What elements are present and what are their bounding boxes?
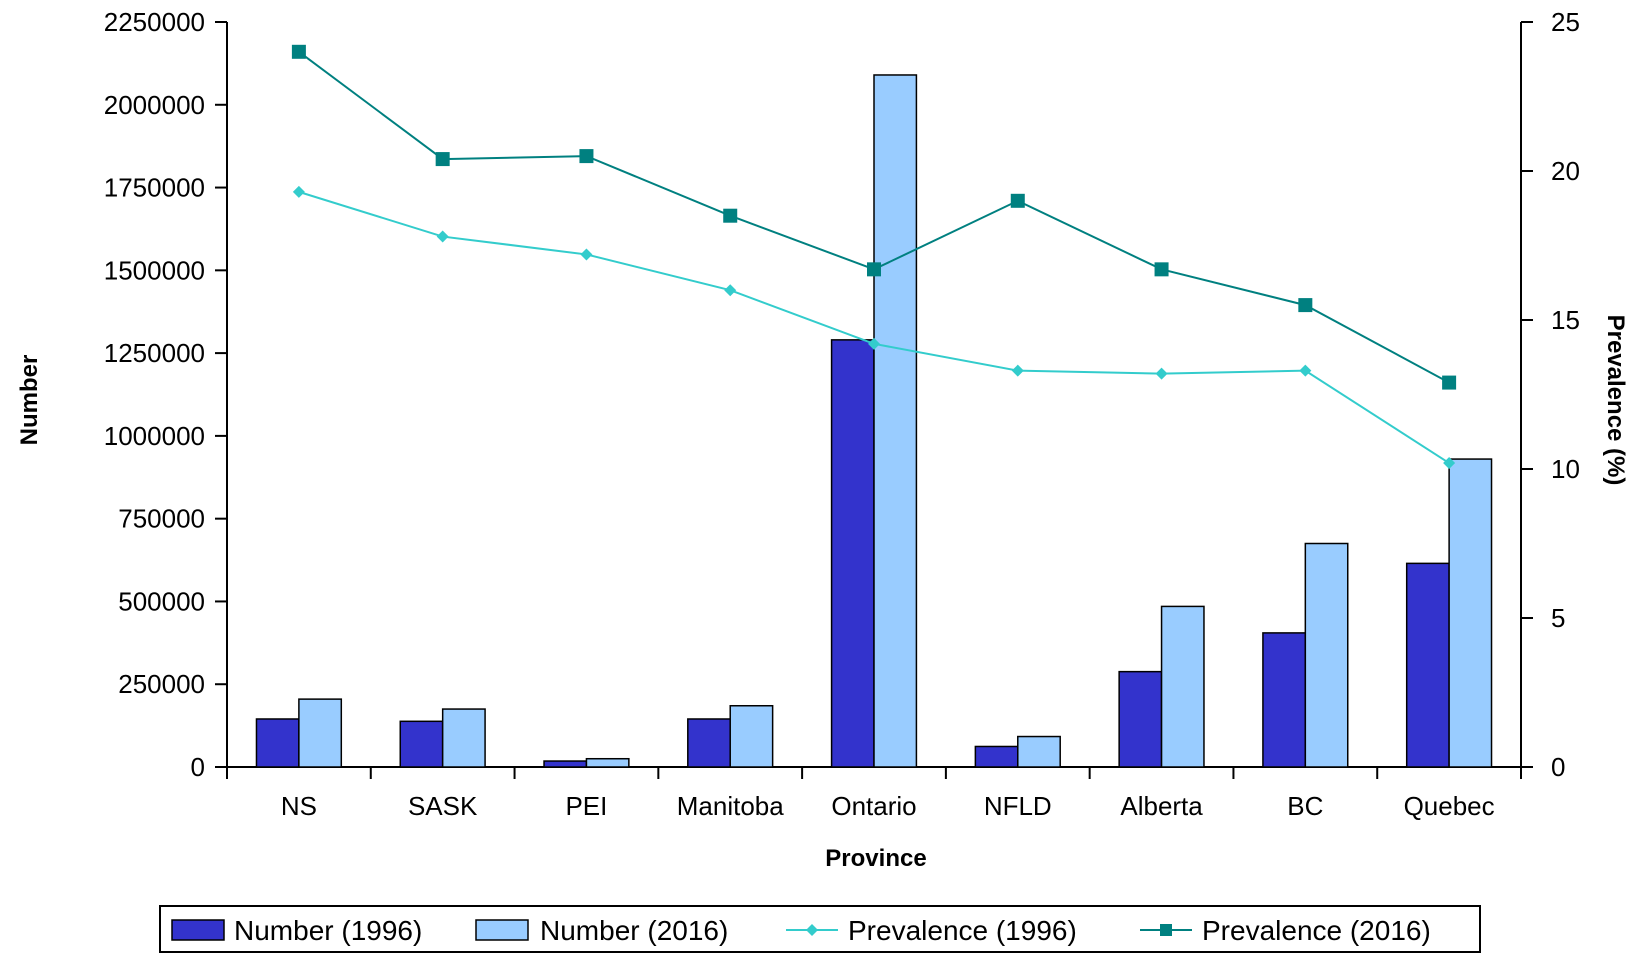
bar-number-2016-quebec bbox=[1448, 458, 1493, 768]
point-prevalence-1996-ontario bbox=[868, 337, 880, 350]
legend-label-number-2016: Number (2016) bbox=[540, 915, 728, 946]
legend: Number (1996) Number (2016) Prevalence (… bbox=[159, 905, 1481, 953]
bar-number-2016-bc bbox=[1304, 542, 1349, 768]
bar-number-1996-alberta bbox=[1118, 670, 1163, 768]
x-tick-label-ontario: Ontario bbox=[831, 791, 916, 821]
point-prevalence-1996-nfld bbox=[1011, 364, 1024, 377]
y2-tick-label: 5 bbox=[1551, 603, 1565, 633]
x-tick-label-ns: NS bbox=[281, 791, 317, 821]
bar-number-1996-quebec bbox=[1405, 562, 1450, 768]
legend-label-prevalence-2016: Prevalence (2016) bbox=[1202, 915, 1431, 946]
x-tick-label-manitoba: Manitoba bbox=[677, 791, 784, 821]
y-tick-label: 750000 bbox=[118, 504, 205, 534]
point-prevalence-2016-nfld bbox=[1010, 193, 1025, 208]
tick-labels: 0 250000 500000 750000 1000000 1250000 1500000… bbox=[104, 7, 1580, 821]
y-tick-label: 2250000 bbox=[104, 7, 205, 37]
point-prevalence-1996-quebec bbox=[1443, 457, 1456, 470]
x-tick-label-alberta: Alberta bbox=[1120, 791, 1203, 821]
legend-swatch-number-1996 bbox=[171, 919, 225, 941]
x-tick-label-quebec: Quebec bbox=[1404, 791, 1495, 821]
point-prevalence-2016-sask bbox=[435, 152, 450, 167]
y2-tick-label: 10 bbox=[1551, 454, 1580, 484]
bar-number-1996-bc bbox=[1262, 632, 1307, 768]
y-tick-label: 0 bbox=[191, 752, 205, 782]
x-tick-label-nfld: NFLD bbox=[984, 791, 1052, 821]
point-prevalence-1996-sask bbox=[436, 230, 449, 243]
bar-number-2016-ns bbox=[298, 698, 343, 768]
bars bbox=[255, 74, 1493, 768]
bar-number-2016-manitoba bbox=[729, 704, 774, 768]
point-prevalence-2016-alberta bbox=[1154, 262, 1169, 277]
y-tick-label: 1750000 bbox=[104, 173, 205, 203]
lines bbox=[291, 44, 1457, 470]
legend-label-number-1996: Number (1996) bbox=[234, 915, 422, 946]
y2-tick-label: 25 bbox=[1551, 7, 1580, 37]
x-tick-label-sask: SASK bbox=[408, 791, 478, 821]
bar-number-2016-pei bbox=[585, 757, 630, 768]
y-tick-label: 1500000 bbox=[104, 255, 205, 285]
legend-label-prevalence-1996: Prevalence (1996) bbox=[848, 915, 1077, 946]
y-tick-label: 1000000 bbox=[104, 421, 205, 451]
bar-number-2016-sask bbox=[441, 708, 486, 768]
bar-number-1996-nfld bbox=[974, 745, 1019, 768]
legend-marker-prevalence-2016 bbox=[1160, 924, 1172, 936]
legend-marker-prevalence-1996 bbox=[806, 924, 818, 936]
y-tick-label: 500000 bbox=[118, 586, 205, 616]
y2-tick-label: 15 bbox=[1551, 305, 1580, 335]
point-prevalence-2016-manitoba bbox=[723, 208, 738, 223]
point-prevalence-2016-pei bbox=[579, 149, 594, 164]
y-tick-label: 2000000 bbox=[104, 90, 205, 120]
bar-number-2016-alberta bbox=[1160, 605, 1205, 768]
x-tick-label-bc: BC bbox=[1287, 791, 1323, 821]
y-tick-label: 1250000 bbox=[104, 338, 205, 368]
point-prevalence-1996-alberta bbox=[1155, 367, 1168, 380]
bar-number-1996-ns bbox=[255, 718, 300, 768]
bar-number-1996-ontario bbox=[830, 339, 875, 768]
bar-number-2016-nfld bbox=[1017, 735, 1061, 768]
point-prevalence-2016-ns bbox=[291, 44, 306, 59]
y-tick-label: 250000 bbox=[118, 669, 205, 699]
y2-tick-label: 0 bbox=[1551, 752, 1565, 782]
bar-number-1996-manitoba bbox=[687, 718, 731, 768]
legend-swatch-number-2016 bbox=[475, 919, 529, 941]
point-prevalence-2016-ontario bbox=[867, 262, 881, 277]
bar-number-1996-pei bbox=[543, 760, 588, 768]
point-prevalence-1996-ns bbox=[292, 185, 305, 198]
point-prevalence-1996-manitoba bbox=[724, 284, 737, 297]
y2-axis-title: Prevalence (%) bbox=[1602, 315, 1629, 486]
bar-number-1996-sask bbox=[399, 720, 444, 768]
x-axis-title: Province bbox=[825, 845, 926, 872]
point-prevalence-1996-pei bbox=[580, 248, 593, 261]
y-axis-title: Number bbox=[16, 355, 43, 446]
point-prevalence-1996-bc bbox=[1299, 364, 1312, 377]
y2-tick-label: 20 bbox=[1551, 156, 1580, 186]
bar-number-2016-ontario bbox=[873, 74, 918, 768]
point-prevalence-2016-bc bbox=[1298, 298, 1313, 313]
point-prevalence-2016-quebec bbox=[1442, 375, 1457, 390]
x-tick-label-pei: PEI bbox=[565, 791, 607, 821]
